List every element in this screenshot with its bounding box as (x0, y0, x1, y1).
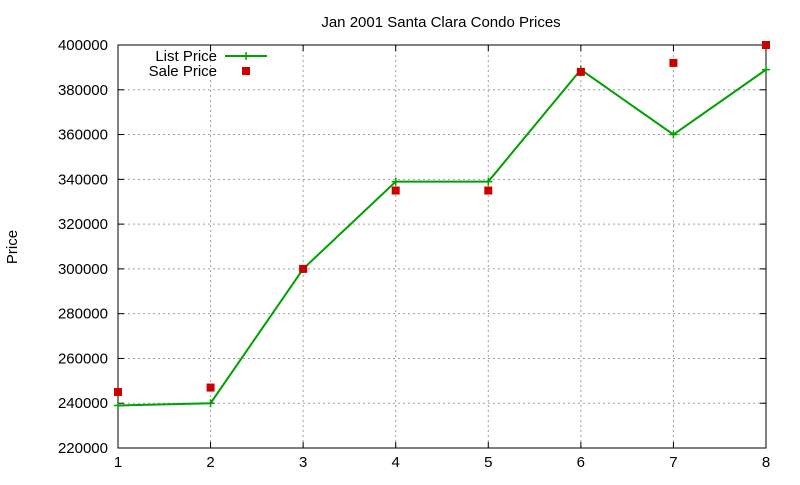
y-tick-label: 400000 (58, 37, 108, 54)
x-tick-label: 2 (206, 454, 214, 471)
data-point-square (669, 58, 678, 67)
data-point-plus (206, 399, 215, 408)
legend-label-1: Sale Price (149, 63, 217, 80)
y-tick-label: 340000 (58, 171, 108, 188)
data-point-plus (484, 177, 493, 186)
data-point-square (299, 264, 308, 273)
chart-title: Jan 2001 Santa Clara Condo Prices (321, 14, 560, 31)
y-tick-label: 220000 (58, 440, 108, 457)
x-tick-label: 4 (392, 454, 400, 471)
x-tick-label: 6 (577, 454, 585, 471)
legend-square-marker (242, 67, 250, 75)
data-point-plus (669, 130, 678, 139)
legend-label-0: List Price (155, 48, 217, 65)
data-point-plus (391, 177, 400, 186)
data-point-plus (114, 401, 122, 410)
data-point-plus (762, 65, 770, 74)
y-tick-label: 360000 (58, 127, 108, 144)
y-tick-label: 380000 (58, 82, 108, 99)
series-line (117, 68, 767, 407)
data-point-square (206, 383, 215, 392)
data-point-square (484, 186, 493, 195)
y-tick-label: 260000 (58, 350, 108, 367)
x-tick-label: 3 (299, 454, 307, 471)
y-tick-label: 300000 (58, 261, 108, 278)
y-tick-label: 280000 (58, 306, 108, 323)
data-point-square (576, 67, 585, 76)
y-tick-label: 240000 (58, 395, 108, 412)
x-tick-label: 7 (669, 454, 677, 471)
data-point-square (114, 388, 122, 397)
plot-border (117, 44, 767, 449)
data-point-square (762, 41, 770, 49)
x-tick-label: 5 (484, 454, 492, 471)
plot-area (114, 41, 770, 410)
y-tick-label: 320000 (58, 216, 108, 233)
axes: 1 2 3 4 5 6 7 8 220000 240000 260000 280000 300000 32… (58, 37, 770, 471)
data-point-square (391, 186, 400, 195)
x-tick-label: 8 (762, 454, 770, 471)
y-axis-label: Price (4, 230, 21, 264)
series-0 (114, 65, 770, 410)
grid (118, 45, 766, 448)
x-tick-label: 1 (114, 454, 122, 471)
series-1 (114, 41, 770, 397)
legend-plus-marker (242, 52, 250, 60)
